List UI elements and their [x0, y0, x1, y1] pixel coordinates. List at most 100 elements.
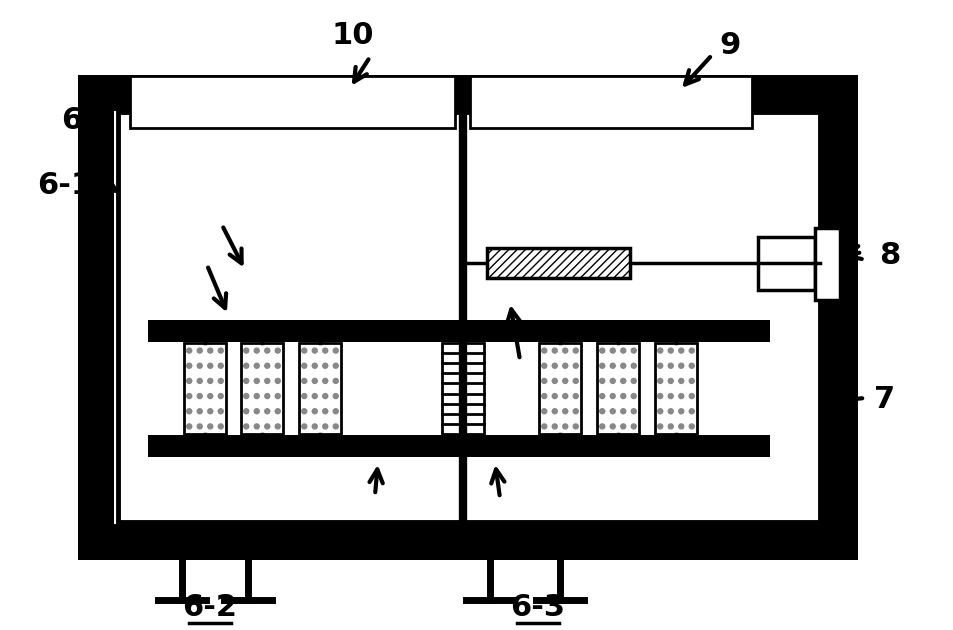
Circle shape: [312, 364, 317, 369]
Circle shape: [599, 379, 604, 384]
Circle shape: [610, 348, 615, 353]
Circle shape: [688, 424, 694, 429]
Circle shape: [301, 409, 307, 414]
Circle shape: [197, 348, 202, 353]
Circle shape: [667, 364, 673, 369]
Circle shape: [657, 379, 662, 384]
Circle shape: [667, 394, 673, 399]
Circle shape: [333, 394, 338, 399]
Circle shape: [573, 424, 578, 429]
Circle shape: [265, 394, 270, 399]
Circle shape: [218, 394, 223, 399]
Circle shape: [244, 424, 249, 429]
Circle shape: [218, 379, 223, 384]
Circle shape: [197, 364, 202, 369]
Circle shape: [620, 379, 625, 384]
Circle shape: [333, 379, 338, 384]
Circle shape: [678, 424, 683, 429]
Circle shape: [631, 379, 636, 384]
Circle shape: [312, 379, 317, 384]
Circle shape: [322, 348, 328, 353]
Bar: [148, 435, 769, 457]
Circle shape: [688, 409, 694, 414]
Circle shape: [254, 394, 259, 399]
Bar: [130, 76, 455, 128]
Circle shape: [552, 409, 557, 414]
Circle shape: [218, 364, 223, 369]
Circle shape: [265, 409, 270, 414]
Circle shape: [187, 409, 192, 414]
Circle shape: [208, 394, 213, 399]
Circle shape: [599, 424, 604, 429]
Bar: [758, 237, 814, 290]
Text: 6-1: 6-1: [37, 171, 92, 200]
Circle shape: [552, 424, 557, 429]
Circle shape: [620, 424, 625, 429]
Circle shape: [552, 394, 557, 399]
Circle shape: [265, 364, 270, 369]
Bar: [184, 343, 226, 434]
Circle shape: [667, 348, 673, 353]
Bar: [655, 343, 697, 434]
Text: 6: 6: [61, 105, 83, 134]
Circle shape: [197, 394, 202, 399]
Circle shape: [218, 348, 223, 353]
Circle shape: [187, 364, 192, 369]
Circle shape: [197, 379, 202, 384]
Circle shape: [322, 394, 328, 399]
Circle shape: [275, 394, 280, 399]
Circle shape: [275, 409, 280, 414]
Circle shape: [244, 379, 249, 384]
Circle shape: [678, 348, 683, 353]
Circle shape: [631, 424, 636, 429]
Circle shape: [244, 348, 249, 353]
Bar: [486, 248, 629, 278]
Text: 6-2: 6-2: [182, 593, 237, 622]
Circle shape: [218, 409, 223, 414]
Circle shape: [631, 364, 636, 369]
Circle shape: [208, 409, 213, 414]
Circle shape: [573, 364, 578, 369]
Circle shape: [657, 364, 662, 369]
Circle shape: [620, 348, 625, 353]
Circle shape: [678, 364, 683, 369]
Circle shape: [312, 394, 317, 399]
Circle shape: [218, 424, 223, 429]
Circle shape: [562, 379, 567, 384]
Bar: [298, 343, 340, 434]
Circle shape: [333, 364, 338, 369]
Bar: [597, 343, 639, 434]
Circle shape: [301, 364, 307, 369]
Circle shape: [208, 379, 213, 384]
Circle shape: [573, 379, 578, 384]
Circle shape: [610, 379, 615, 384]
Circle shape: [562, 394, 567, 399]
Circle shape: [657, 394, 662, 399]
Circle shape: [333, 409, 338, 414]
Circle shape: [667, 424, 673, 429]
Circle shape: [244, 409, 249, 414]
Circle shape: [254, 348, 259, 353]
Circle shape: [541, 348, 546, 353]
Text: 9: 9: [719, 30, 740, 59]
Text: 10: 10: [332, 21, 374, 50]
Text: 7: 7: [874, 386, 895, 415]
Circle shape: [657, 348, 662, 353]
Circle shape: [197, 409, 202, 414]
Circle shape: [265, 348, 270, 353]
Circle shape: [552, 364, 557, 369]
Circle shape: [312, 424, 317, 429]
Circle shape: [301, 394, 307, 399]
Circle shape: [265, 379, 270, 384]
Circle shape: [573, 409, 578, 414]
Circle shape: [187, 348, 192, 353]
Circle shape: [631, 394, 636, 399]
Circle shape: [573, 348, 578, 353]
Circle shape: [301, 424, 307, 429]
Circle shape: [678, 409, 683, 414]
Circle shape: [678, 394, 683, 399]
Circle shape: [620, 364, 625, 369]
Circle shape: [275, 348, 280, 353]
Bar: [538, 343, 580, 434]
Circle shape: [599, 409, 604, 414]
